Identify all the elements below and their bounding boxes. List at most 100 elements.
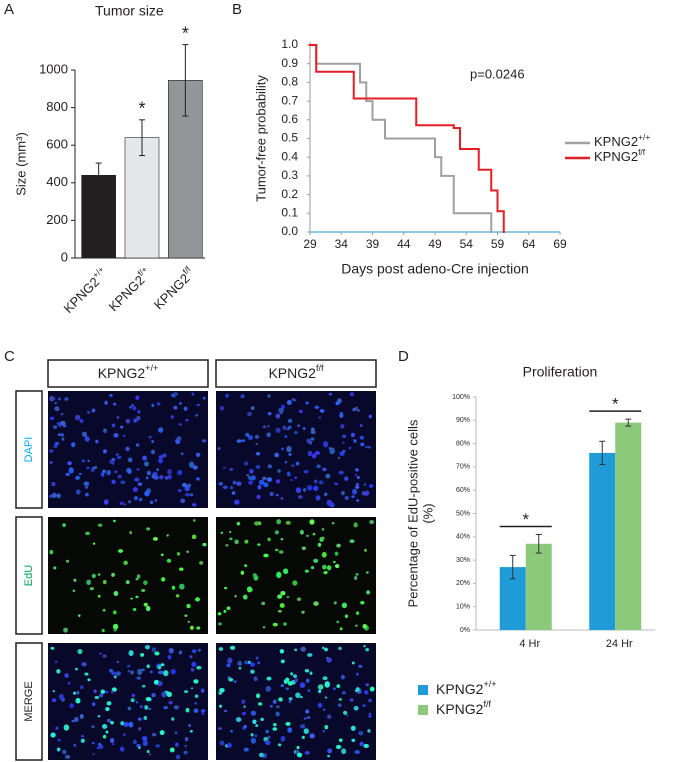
cell-nucleus bbox=[278, 697, 283, 702]
cell-nucleus bbox=[337, 456, 341, 459]
cell-nucleus bbox=[137, 717, 142, 721]
cell-nucleus bbox=[77, 649, 83, 655]
cell-nucleus bbox=[327, 754, 330, 758]
cell-nucleus bbox=[89, 586, 94, 591]
cell-nucleus bbox=[84, 484, 89, 489]
cell-nucleus bbox=[217, 447, 221, 451]
cell-nucleus bbox=[81, 431, 87, 437]
cell-nucleus bbox=[229, 467, 234, 471]
cell-nucleus bbox=[119, 746, 125, 752]
cell-nucleus bbox=[349, 539, 355, 544]
cell-nucleus bbox=[340, 674, 345, 680]
cell-nucleus bbox=[173, 705, 179, 710]
cell-nucleus bbox=[287, 727, 293, 733]
y-tick-label: 10% bbox=[456, 604, 470, 611]
cell-nucleus bbox=[338, 470, 344, 475]
cell-nucleus bbox=[280, 735, 286, 742]
cell-nucleus bbox=[145, 696, 152, 702]
y-axis-label: Tumor-free probability bbox=[253, 75, 268, 202]
cell-nucleus bbox=[96, 746, 101, 750]
cell-nucleus bbox=[314, 450, 321, 456]
cell-nucleus bbox=[158, 670, 164, 675]
cell-nucleus bbox=[322, 676, 328, 681]
cell-nucleus bbox=[319, 408, 325, 413]
x-tick-label: KPNG2f/+ bbox=[104, 264, 154, 314]
cell-nucleus bbox=[236, 521, 241, 526]
cell-nucleus bbox=[327, 714, 332, 719]
cell-nucleus bbox=[231, 491, 236, 495]
cell-nucleus bbox=[49, 449, 54, 453]
micrograph bbox=[48, 391, 208, 508]
cell-nucleus bbox=[254, 521, 259, 526]
cell-nucleus bbox=[92, 753, 95, 756]
cell-nucleus bbox=[116, 455, 122, 460]
cell-nucleus bbox=[318, 416, 322, 419]
cell-nucleus bbox=[228, 530, 232, 534]
cell-nucleus bbox=[105, 730, 109, 734]
cell-nucleus bbox=[354, 575, 358, 580]
cell-nucleus bbox=[353, 705, 359, 711]
cell-nucleus bbox=[166, 558, 172, 563]
cell-nucleus bbox=[355, 624, 358, 627]
cell-nucleus bbox=[111, 423, 116, 428]
cell-nucleus bbox=[144, 705, 149, 710]
legend-label: KPNG2+/+ bbox=[594, 132, 650, 149]
cell-nucleus bbox=[106, 701, 112, 706]
cell-nucleus bbox=[229, 485, 234, 490]
cell-nucleus bbox=[355, 406, 358, 410]
cell-nucleus bbox=[301, 735, 305, 739]
cell-nucleus bbox=[98, 742, 102, 747]
micrograph-background bbox=[216, 391, 376, 508]
cell-nucleus bbox=[326, 565, 332, 571]
cell-nucleus bbox=[106, 718, 111, 723]
cell-nucleus bbox=[163, 706, 168, 710]
cell-nucleus bbox=[119, 501, 124, 506]
cell-nucleus bbox=[262, 626, 266, 629]
cell-nucleus bbox=[113, 519, 116, 523]
cell-nucleus bbox=[300, 695, 303, 699]
cell-nucleus bbox=[280, 659, 285, 664]
x-axis-label: Days post adeno-Cre injection bbox=[341, 261, 529, 277]
cell-nucleus bbox=[278, 407, 284, 414]
cell-nucleus bbox=[366, 590, 370, 595]
cell-nucleus bbox=[253, 574, 259, 581]
cell-nucleus bbox=[255, 724, 259, 728]
cell-nucleus bbox=[238, 666, 242, 670]
cell-nucleus bbox=[299, 724, 306, 729]
cell-nucleus bbox=[168, 647, 174, 654]
cell-nucleus bbox=[102, 734, 107, 739]
cell-nucleus bbox=[244, 660, 249, 665]
cell-nucleus bbox=[173, 405, 178, 410]
cell-nucleus bbox=[179, 583, 185, 590]
panel-label: D bbox=[398, 348, 409, 365]
cell-nucleus bbox=[338, 738, 343, 742]
cell-nucleus bbox=[281, 447, 284, 451]
cell-nucleus bbox=[277, 469, 281, 473]
cell-nucleus bbox=[135, 595, 139, 599]
cell-nucleus bbox=[226, 663, 231, 668]
cell-nucleus bbox=[193, 519, 196, 522]
cell-nucleus bbox=[136, 743, 141, 748]
cell-nucleus bbox=[183, 750, 188, 755]
x-tick-label: 54 bbox=[460, 237, 474, 251]
cell-nucleus bbox=[168, 701, 173, 705]
cell-nucleus bbox=[314, 405, 320, 410]
x-tick-label: 29 bbox=[303, 237, 317, 251]
cell-nucleus bbox=[135, 443, 140, 447]
cell-nucleus bbox=[281, 404, 285, 409]
cell-nucleus bbox=[175, 594, 180, 598]
y-tick-label: 0.9 bbox=[281, 56, 298, 70]
cell-nucleus bbox=[368, 712, 372, 715]
cell-nucleus bbox=[234, 539, 239, 545]
cell-nucleus bbox=[316, 464, 321, 469]
cell-nucleus bbox=[291, 464, 295, 467]
legend-label: KPNG2+/+ bbox=[436, 679, 497, 696]
cell-nucleus bbox=[296, 745, 300, 750]
cell-nucleus bbox=[102, 608, 106, 612]
cell-nucleus bbox=[191, 649, 197, 654]
y-tick-label: 0.7 bbox=[281, 93, 298, 107]
cell-nucleus bbox=[137, 410, 141, 414]
cell-nucleus bbox=[102, 580, 107, 585]
cell-nucleus bbox=[167, 655, 172, 660]
cell-nucleus bbox=[56, 493, 61, 499]
